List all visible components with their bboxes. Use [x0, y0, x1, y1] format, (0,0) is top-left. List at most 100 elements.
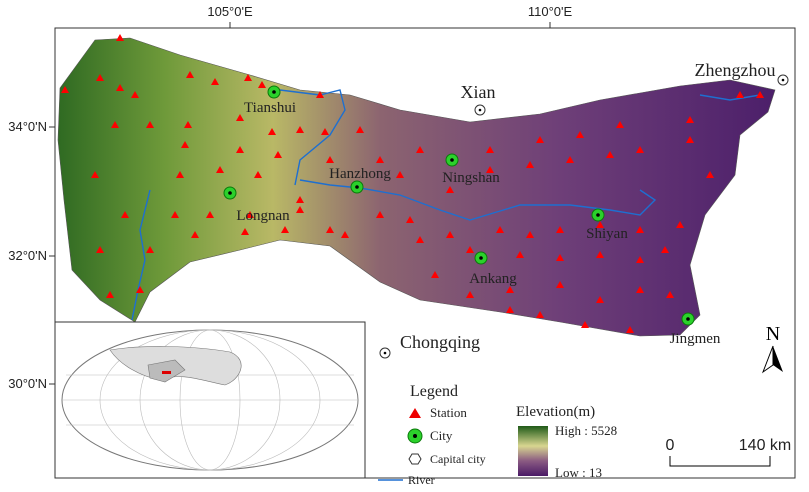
station: [536, 136, 544, 143]
station: [506, 306, 514, 313]
city-label: Ankang: [469, 271, 517, 287]
station: [526, 231, 534, 238]
station: [236, 146, 244, 153]
study-region: [57, 37, 776, 337]
city-dot: [450, 158, 454, 162]
city-dot: [596, 213, 600, 217]
city-label: Shiyan: [586, 226, 628, 242]
legend-city-symbol: [413, 434, 417, 438]
city-dot: [479, 256, 483, 260]
station: [536, 311, 544, 318]
station: [136, 286, 144, 293]
station: [281, 226, 289, 233]
station: [191, 231, 199, 238]
station: [211, 78, 219, 85]
station: [296, 196, 304, 203]
elevation-high: High : 5528: [555, 423, 617, 438]
city-label: Jingmen: [670, 331, 721, 347]
city-label: Xian: [461, 82, 496, 102]
longitude-label: 105°0'E: [207, 4, 253, 19]
station: [661, 246, 669, 253]
station: [486, 146, 494, 153]
river: [131, 189, 151, 321]
capital-dot: [478, 108, 482, 112]
longitude-label: 110°0'E: [528, 4, 573, 19]
city-label: Zhengzhou: [695, 60, 776, 80]
station: [258, 81, 266, 88]
river: [699, 94, 761, 101]
station: [356, 126, 364, 133]
station: [446, 186, 454, 193]
capital-dot: [781, 78, 785, 82]
city-dot: [228, 191, 232, 195]
station: [341, 231, 349, 238]
cities: Tianshui Xian Zhengzhou Hanzhong Ningshan Lon…: [223, 60, 789, 359]
station: [416, 146, 424, 153]
station: [236, 114, 244, 121]
legend-label: City: [430, 428, 453, 443]
station: [246, 211, 254, 218]
station: [176, 171, 184, 178]
station: [676, 221, 684, 228]
station: [686, 136, 694, 143]
station: [96, 246, 104, 253]
station: [216, 166, 224, 173]
station: [556, 281, 564, 288]
station: [241, 228, 249, 235]
station: [296, 206, 304, 213]
station: [296, 126, 304, 133]
study-area-marker: [162, 371, 171, 374]
city-label: Longnan: [236, 208, 290, 224]
station: [326, 156, 334, 163]
latitude-label: 34°0'N: [8, 119, 47, 134]
city-dot: [355, 185, 359, 189]
station: [431, 271, 439, 278]
scale-bar: [669, 456, 771, 467]
station: [106, 291, 114, 298]
station: [636, 226, 644, 233]
city-label: Tianshui: [244, 100, 296, 116]
station: [596, 251, 604, 258]
scale-start: 0: [666, 437, 675, 454]
city-dot: [272, 90, 276, 94]
station: [274, 151, 282, 158]
station: [376, 156, 384, 163]
station: [466, 246, 474, 253]
graticule: [62, 329, 358, 471]
elevation-ramp: [518, 426, 548, 476]
legend-station-symbol: [409, 408, 421, 418]
station: [466, 291, 474, 298]
station: [406, 216, 414, 223]
latitude-label: 30°0'N: [8, 376, 47, 391]
station: [666, 291, 674, 298]
station: [96, 74, 104, 81]
elevation-title: Elevation(m): [516, 404, 595, 420]
station: [254, 171, 262, 178]
station: [736, 91, 744, 98]
station: [131, 91, 139, 98]
station: [556, 254, 564, 261]
station: [596, 221, 604, 228]
scale-end: 140 km: [739, 437, 791, 454]
station: [121, 211, 129, 218]
station: [61, 86, 69, 93]
station: [171, 211, 179, 218]
legend-label: Capital city: [430, 452, 486, 466]
city-label: Chongqing: [400, 332, 480, 352]
station: [116, 84, 124, 91]
station: [486, 166, 494, 173]
station: [596, 296, 604, 303]
station: [244, 74, 252, 81]
capital-dot: [383, 351, 387, 355]
station: [146, 246, 154, 253]
station: [756, 91, 764, 98]
station: [91, 171, 99, 178]
station: [506, 286, 514, 293]
station: [116, 34, 124, 41]
station: [566, 156, 574, 163]
stations: [61, 34, 764, 333]
station: [576, 131, 584, 138]
station: [206, 211, 214, 218]
station: [626, 326, 634, 333]
